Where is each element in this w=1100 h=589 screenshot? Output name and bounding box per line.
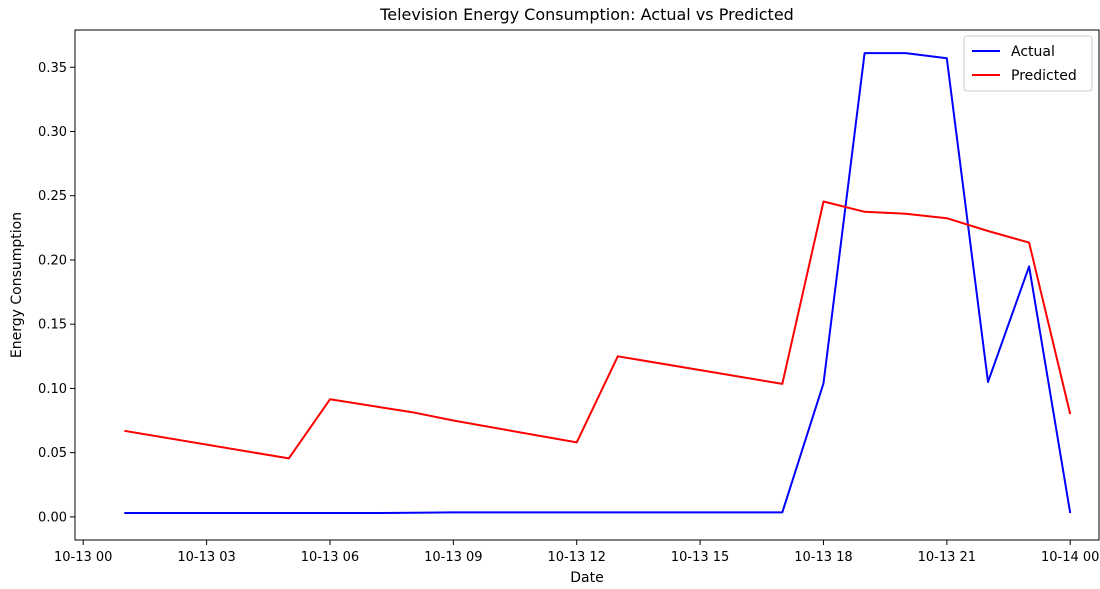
x-tick-label: 10-13 00 <box>54 550 112 565</box>
legend-label-actual: Actual <box>1011 44 1055 60</box>
y-tick-label: 0.20 <box>38 253 67 268</box>
series-line-predicted <box>124 200 1072 460</box>
series-line-actual <box>124 52 1072 514</box>
y-axis-label: Energy Consumption <box>9 212 25 358</box>
x-tick-label: 10-13 09 <box>424 550 482 565</box>
axes: 10-13 00 10-13 03 10-13 06 10-13 09 10-13 12… <box>38 29 1100 565</box>
x-tick-label: 10-13 12 <box>547 550 605 565</box>
y-tick-label: 0.35 <box>38 61 67 76</box>
plot-area <box>124 52 1072 514</box>
x-axis-label: Date <box>570 570 603 586</box>
legend-box <box>963 35 1093 92</box>
x-tick-label: 10-13 21 <box>918 550 976 565</box>
x-tick-label: 10-13 06 <box>301 550 359 565</box>
plot-frame <box>74 29 1100 541</box>
x-tick-label: 10-13 18 <box>794 550 852 565</box>
x-tick-label: 10-13 15 <box>671 550 729 565</box>
x-tick-label: 10-13 03 <box>177 550 235 565</box>
y-tick-label: 0.10 <box>38 382 67 397</box>
y-tick-label: 0.30 <box>38 125 67 140</box>
legend-label-predicted: Predicted <box>1011 68 1077 84</box>
chart-title: Television Energy Consumption: Actual vs… <box>379 5 794 24</box>
y-tick-label: 0.15 <box>38 318 67 333</box>
x-tick-label: 10-14 00 <box>1041 550 1099 565</box>
legend: Actual Predicted <box>963 35 1093 92</box>
y-tick-label: 0.25 <box>38 189 67 204</box>
y-tick-label: 0.00 <box>38 510 67 525</box>
y-tick-label: 0.05 <box>38 446 67 461</box>
